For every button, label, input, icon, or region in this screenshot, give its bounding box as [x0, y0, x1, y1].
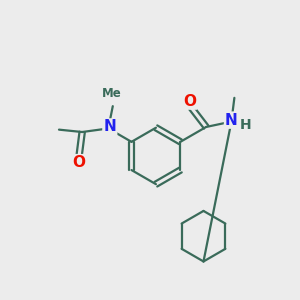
Text: O: O — [73, 155, 86, 170]
Text: N: N — [225, 112, 238, 128]
Text: O: O — [183, 94, 196, 109]
Text: Me: Me — [101, 87, 121, 100]
Text: H: H — [240, 118, 251, 132]
Text: N: N — [103, 119, 116, 134]
